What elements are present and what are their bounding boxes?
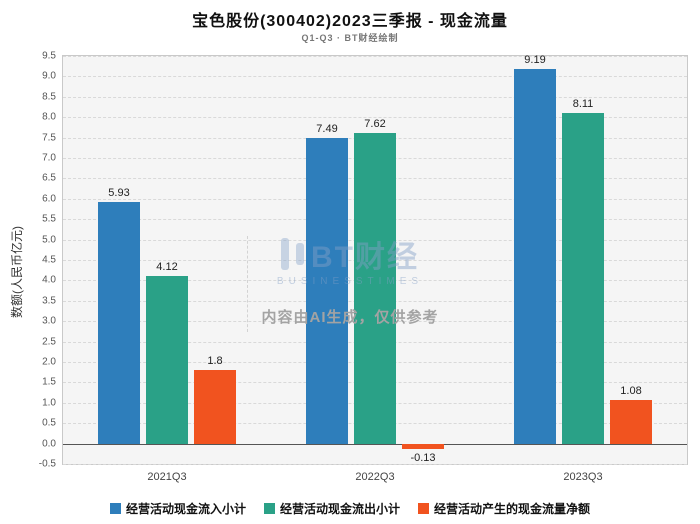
y-tick-label: 4.5 (42, 254, 56, 266)
y-tick-label: 4.0 (42, 274, 56, 286)
y-tick-label: -0.5 (38, 458, 56, 470)
legend-label: 经营活动产生的现金流量净额 (434, 502, 591, 516)
y-tick-label: 9.0 (42, 70, 56, 82)
y-tick-label: 1.0 (42, 397, 56, 409)
x-tick-label: 2021Q3 (147, 471, 187, 483)
bar (610, 399, 652, 444)
x-tick-label: 2023Q3 (563, 471, 603, 483)
legend-label: 经营活动现金流出小计 (279, 502, 400, 516)
legend-label: 经营活动现金流入小计 (125, 502, 246, 516)
legend-item: 经营活动现金流出小计 (263, 500, 400, 517)
bar-value-label: 8.11 (572, 97, 594, 110)
bar (194, 370, 236, 444)
bar-value-label: 1.8 (207, 355, 223, 368)
bar (146, 275, 188, 444)
legend-swatch-icon (109, 503, 121, 514)
y-tick-label: 0.5 (42, 417, 56, 429)
legend-swatch-icon (418, 503, 429, 514)
bar-value-label: 4.12 (156, 260, 178, 273)
gridline (63, 117, 687, 119)
chart-title: 宝色股份(300402)2023三季报 - 现金流量 (192, 13, 508, 30)
gridline (63, 96, 687, 98)
zero-axis-line (63, 443, 687, 445)
bar (354, 132, 396, 444)
y-tick-label: 9.5 (42, 50, 56, 62)
bar-value-label: 7.49 (316, 123, 338, 135)
gridline (63, 464, 687, 465)
y-tick-label: 7.0 (42, 152, 56, 164)
chart-subtitle: Q1-Q3 · BT财经绘制 (301, 33, 399, 43)
gridline (63, 56, 687, 57)
bar-value-label: 9.19 (524, 53, 546, 66)
bar (402, 443, 444, 449)
bar (98, 201, 140, 444)
bar (514, 68, 556, 444)
legend-item: 经营活动现金流入小计 (109, 500, 246, 517)
y-tick-label: 1.5 (42, 376, 56, 388)
bar-value-label: 1.08 (620, 384, 642, 397)
y-tick-label: 0.0 (42, 438, 56, 450)
bar (562, 112, 604, 444)
legend-swatch-icon (263, 503, 275, 514)
gridline (63, 76, 687, 78)
plot-area: -0.5 0.0 0.5 1.0 1.5 2.0 2.5 3.0 3.5 4.0 4.5 5.0 5.5… (39, 51, 688, 483)
legend: 经营活动现金流入小计 经营活动现金流出小计 经营活动产生的现金流量净额 (0, 500, 700, 517)
y-tick-label: 8.5 (42, 91, 56, 103)
y-tick-label: 5.5 (42, 213, 56, 225)
y-tick-label: 6.0 (42, 193, 56, 205)
y-tick-label: 2.0 (42, 356, 56, 368)
legend-item: 经营活动产生的现金流量净额 (418, 500, 590, 517)
y-tick-label: 7.5 (42, 132, 56, 144)
y-tick-label: 3.5 (42, 295, 56, 307)
y-tick-label: 3.0 (42, 315, 56, 327)
bar-value-label: 7.62 (364, 117, 386, 130)
y-tick-label: 6.5 (42, 172, 56, 184)
y-tick-label: 8.0 (42, 111, 56, 123)
y-axis-label: 数额(人民币亿元) (10, 226, 24, 318)
y-tick-label: 2.5 (42, 336, 56, 348)
bar-value-label: -0.13 (410, 451, 436, 464)
bar (306, 138, 348, 444)
x-tick-label: 2022Q3 (355, 471, 395, 483)
bar-value-label: 5.93 (108, 186, 130, 199)
y-tick-label: 5.0 (42, 234, 56, 246)
